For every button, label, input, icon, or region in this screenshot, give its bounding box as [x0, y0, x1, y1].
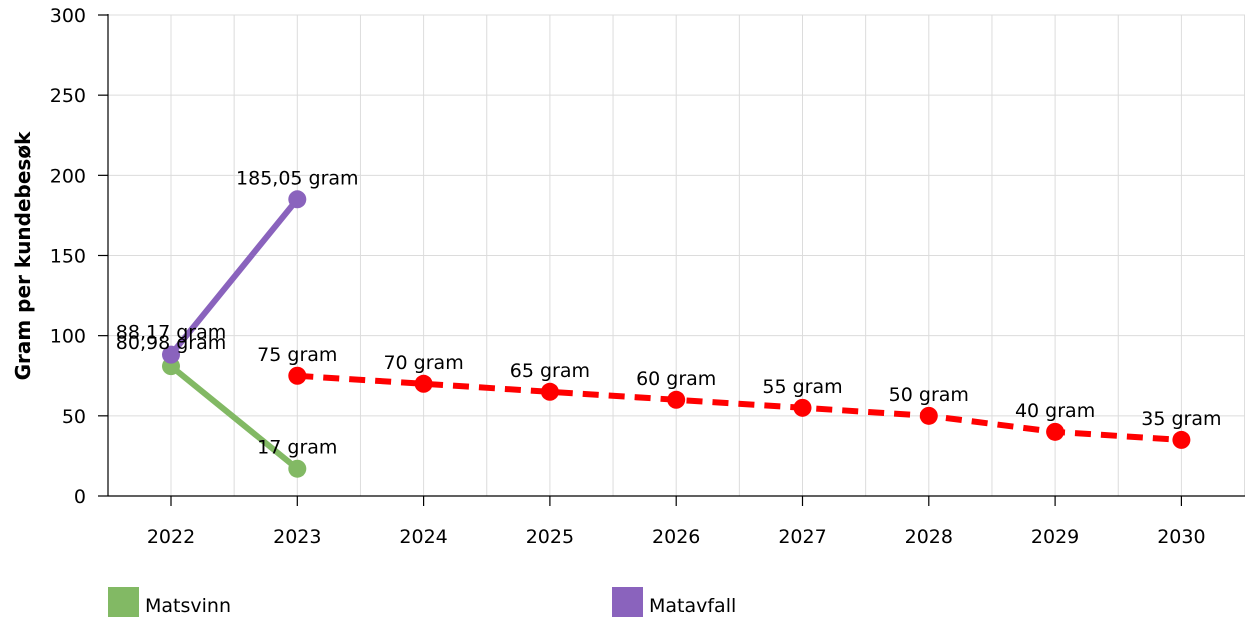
- data-point: [540, 382, 559, 401]
- data-point: [1172, 430, 1191, 449]
- y-tick-label: 150: [50, 246, 86, 268]
- data-point: [414, 374, 433, 393]
- data-point: [288, 190, 307, 209]
- y-tick-label: 300: [50, 5, 86, 27]
- data-point: [667, 390, 686, 409]
- legend-label: Matavfall: [649, 595, 736, 617]
- legend: Matsvinn Matavfall: [108, 587, 736, 617]
- data-label: 65 gram: [510, 360, 590, 382]
- data-label: 50 gram: [889, 384, 969, 406]
- data-label: 70 gram: [383, 352, 463, 374]
- y-tick-label: 50: [62, 406, 86, 428]
- series-layer: [162, 190, 1191, 478]
- x-tick-label: 2028: [905, 526, 953, 548]
- y-tick-label: 0: [74, 486, 86, 508]
- x-tick-label: 2024: [399, 526, 447, 548]
- data-point: [793, 398, 812, 417]
- data-label: 75 gram: [257, 344, 337, 366]
- data-label: 80,98 gram: [116, 332, 226, 354]
- x-tick-label: 2022: [147, 526, 195, 548]
- y-axis-ticks: 0 50 100 150 200 250 300: [50, 5, 108, 508]
- y-tick-label: 200: [50, 165, 86, 187]
- data-labels: 80,98 gram 17 gram 88,17 gram 185,05 gram 75…: [116, 167, 1222, 458]
- legend-swatch: [108, 587, 139, 617]
- x-axis-ticks: 2022 2023 2024 2025 2026 2027 2028 2029 2030: [147, 496, 1206, 548]
- x-tick-label: 2026: [652, 526, 700, 548]
- series-line: [297, 372, 1182, 443]
- data-label: 185,05 gram: [236, 167, 359, 189]
- data-label: 35 gram: [1141, 408, 1221, 430]
- x-tick-label: 2023: [273, 526, 321, 548]
- legend-label: Matsvinn: [145, 595, 231, 617]
- y-axis-label: Gram per kundebesøk: [11, 131, 35, 380]
- x-tick-label: 2029: [1031, 526, 1079, 548]
- data-point: [162, 345, 180, 364]
- y-tick-label: 100: [50, 326, 86, 348]
- data-label: 88,17 gram: [116, 322, 226, 344]
- data-label: 55 gram: [762, 376, 842, 398]
- series-line: [168, 363, 301, 472]
- data-point: [919, 406, 938, 425]
- data-label: 17 gram: [257, 437, 337, 459]
- x-tick-label: 2027: [778, 526, 826, 548]
- data-label: 60 gram: [636, 368, 716, 390]
- x-tick-label: 2025: [526, 526, 574, 548]
- grid: [108, 14, 1245, 497]
- data-point: [288, 366, 307, 385]
- legend-swatch: [612, 587, 643, 617]
- data-point: [1046, 422, 1065, 441]
- series-line: [168, 196, 301, 358]
- x-tick-label: 2030: [1157, 526, 1205, 548]
- data-label: 40 gram: [1015, 400, 1095, 422]
- data-point: [288, 459, 307, 478]
- y-tick-label: 250: [50, 85, 86, 107]
